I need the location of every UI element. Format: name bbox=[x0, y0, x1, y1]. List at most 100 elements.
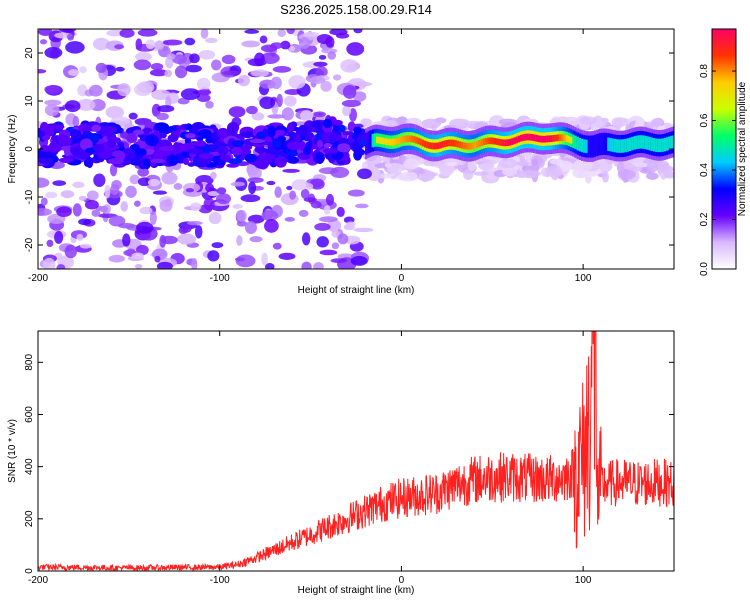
heatmap-blob bbox=[322, 118, 333, 129]
heatmap-ridge-cell bbox=[554, 134, 558, 142]
heatmap-blob bbox=[79, 138, 93, 151]
heatmap-blob bbox=[227, 158, 243, 165]
y-tick-label: 0 bbox=[24, 146, 35, 152]
heatmap-blob bbox=[336, 206, 345, 218]
heatmap-blob bbox=[185, 132, 196, 139]
heatmap-blob bbox=[198, 129, 212, 139]
heatmap-blob bbox=[323, 148, 339, 154]
heatmap-blob bbox=[601, 171, 609, 183]
heatmap-ridge-cell bbox=[454, 140, 457, 147]
heatmap-blob bbox=[462, 168, 474, 181]
heatmap-ridge-cell bbox=[563, 134, 566, 142]
heatmap-blob bbox=[256, 131, 266, 139]
colorbar: 0.0 0.2 0.4 0.6 0.8 Normalized spectral ampl… bbox=[699, 28, 748, 276]
heatmap-ridge-cell bbox=[633, 136, 636, 150]
heatmap-blob bbox=[328, 133, 337, 144]
heatmap-ridge-cell bbox=[500, 139, 503, 146]
heatmap-blob bbox=[60, 190, 75, 199]
heatmap-blob bbox=[81, 126, 95, 132]
heatmap-ridge-cell bbox=[659, 138, 662, 153]
heatmap-blob bbox=[286, 29, 296, 35]
heatmap-blob bbox=[38, 208, 52, 216]
heatmap-blob bbox=[180, 225, 192, 233]
heatmap-blob bbox=[139, 206, 153, 215]
heatmap-blob bbox=[210, 59, 222, 71]
heatmap-blob bbox=[194, 225, 203, 239]
heatmap-ridge-cell bbox=[543, 135, 547, 143]
heatmap-ridge-cell bbox=[539, 135, 542, 143]
heatmap-blob bbox=[272, 138, 282, 148]
heatmap-blob bbox=[247, 166, 262, 180]
x-tick-label: 100 bbox=[575, 273, 592, 284]
heatmap-ridge-cell bbox=[382, 137, 385, 145]
heatmap-ridge-cell bbox=[458, 141, 462, 149]
colorbar-tick-label: 0.6 bbox=[699, 113, 710, 127]
heatmap-blob bbox=[182, 157, 190, 166]
heatmap-ridge-cell bbox=[532, 134, 536, 142]
heatmap-blob bbox=[315, 133, 323, 141]
heatmap-ridge-cell bbox=[652, 138, 656, 152]
heatmap-ridge-cell bbox=[646, 136, 649, 150]
snr-y-label: SNR (10 * v/v) bbox=[7, 419, 18, 483]
heatmap-blob bbox=[327, 51, 337, 60]
heatmap-blob bbox=[297, 124, 308, 137]
heatmap-ridge-cell bbox=[655, 138, 658, 152]
heatmap-blob bbox=[84, 199, 99, 210]
heatmap-blob bbox=[303, 197, 317, 203]
heatmap-blob bbox=[185, 188, 195, 193]
heatmap-blob bbox=[531, 158, 539, 166]
heatmap-ridge-cell bbox=[423, 140, 427, 148]
heatmap-ridge-cell bbox=[511, 138, 514, 145]
heatmap-blob bbox=[232, 140, 244, 148]
heatmap-ridge-cell bbox=[389, 138, 392, 146]
snr-series-line bbox=[38, 331, 674, 571]
heatmap-ridge-cell bbox=[615, 139, 619, 153]
heatmap-ridge-cell bbox=[506, 139, 510, 147]
heatmap-blob bbox=[346, 42, 365, 56]
heatmap-blob bbox=[105, 106, 125, 119]
heatmap-blob bbox=[149, 211, 157, 225]
colorbar-gradient bbox=[712, 29, 736, 269]
heatmap-ridge-cell bbox=[439, 141, 442, 149]
heatmap-blob bbox=[145, 134, 159, 147]
heatmap-ridge-cell bbox=[600, 132, 603, 155]
heatmap-blob bbox=[38, 69, 47, 74]
heatmap-blob bbox=[38, 157, 54, 164]
heatmap-blob bbox=[320, 80, 332, 92]
heatmap-blob bbox=[54, 230, 64, 244]
heatmap-blob bbox=[226, 163, 239, 168]
heatmap-blob bbox=[286, 141, 303, 151]
heatmap-blob bbox=[278, 252, 296, 260]
heatmap-blob bbox=[117, 83, 131, 97]
heatmap-ridge-cell bbox=[413, 136, 416, 143]
heatmap-blob bbox=[646, 172, 659, 180]
heatmap-blob bbox=[276, 93, 283, 108]
heatmap-blob bbox=[633, 154, 644, 168]
heatmap-blob bbox=[172, 54, 188, 65]
heatmap-ridge-cell bbox=[552, 134, 555, 142]
heatmap-blob bbox=[186, 220, 203, 226]
heatmap-ridge-cell bbox=[526, 133, 529, 141]
heatmap-blob bbox=[277, 29, 286, 38]
heatmap-blob bbox=[44, 99, 62, 106]
heatmap-ridge-cell bbox=[618, 139, 621, 153]
heatmap-blob bbox=[284, 95, 297, 107]
heatmap-ridge-cell bbox=[548, 135, 551, 143]
heatmap-blob bbox=[46, 127, 55, 137]
heatmap-blob bbox=[215, 193, 232, 205]
heatmap-ridge-cell bbox=[485, 137, 488, 145]
heatmap-blob bbox=[267, 125, 276, 138]
heatmap-blob bbox=[350, 255, 368, 266]
heatmap-blob bbox=[137, 29, 158, 37]
heatmap-blob bbox=[301, 261, 312, 269]
heatmap-blob bbox=[342, 84, 357, 99]
x-tick-label: 0 bbox=[399, 273, 405, 284]
heatmap-ridge-cell bbox=[371, 133, 374, 148]
heatmap-ridge-cell bbox=[437, 142, 440, 150]
heatmap-blob bbox=[236, 235, 243, 246]
heatmap-blob bbox=[106, 138, 116, 149]
y-tick-label: 600 bbox=[24, 406, 35, 423]
heatmap-blob bbox=[286, 156, 300, 164]
heatmap-ridge-cell bbox=[611, 138, 614, 152]
heatmap-y-axis: -20 -10 0 10 20 bbox=[24, 47, 674, 252]
